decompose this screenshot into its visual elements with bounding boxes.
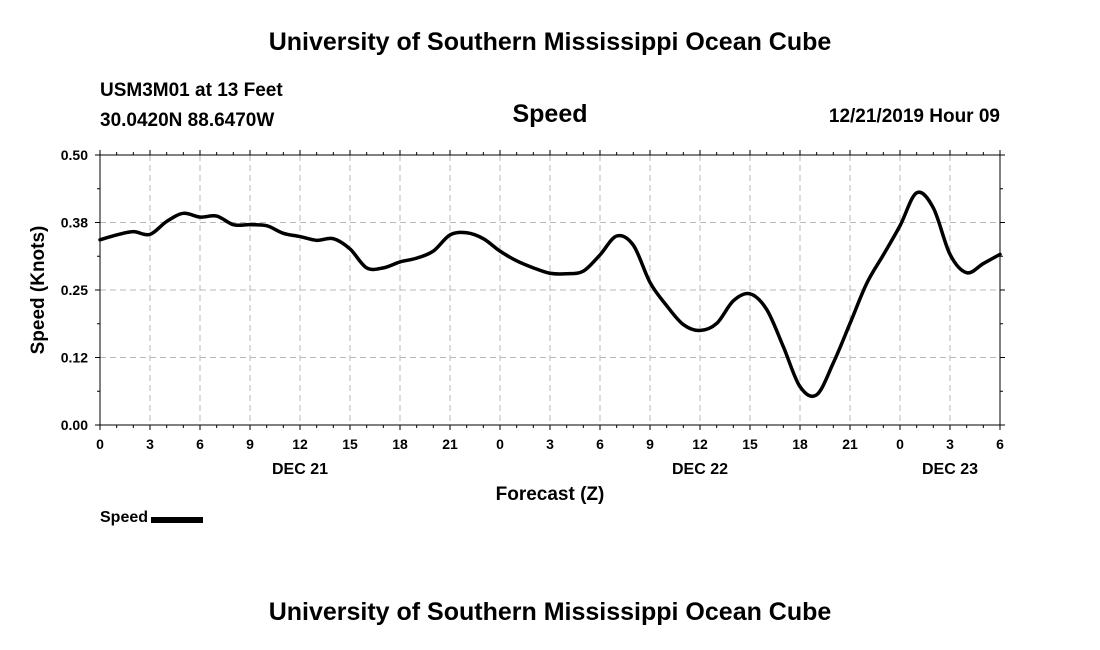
day-label: DEC 23 — [922, 461, 978, 478]
x-tick-label: 18 — [392, 436, 408, 452]
y-tick-label: 0.50 — [61, 147, 88, 163]
chart-title: Speed — [512, 100, 588, 128]
day-label: DEC 21 — [272, 461, 328, 478]
y-tick-label: 0.12 — [61, 350, 88, 366]
x-tick-label: 9 — [246, 436, 254, 452]
x-tick-label: 21 — [842, 436, 858, 452]
footer-title: University of Southern Mississippi Ocean… — [268, 598, 832, 626]
speed-series-line — [98, 190, 1002, 399]
station-info: USM3M01 at 13 Feet 30.0420N 88.6470W — [100, 76, 283, 136]
legend: Speed — [100, 509, 204, 527]
x-tick-label: 0 — [496, 436, 504, 452]
x-tick-label: 6 — [196, 436, 204, 452]
forecast-timestamp: 12/21/2019 Hour 09 — [828, 106, 1000, 127]
legend-label: Speed — [100, 509, 149, 526]
x-tick-label: 21 — [442, 436, 458, 452]
grid-lines — [100, 155, 1000, 425]
x-tick-label: 18 — [792, 436, 808, 452]
station-coordinates: 30.0420N 88.6470W — [100, 110, 275, 131]
y-tick-label: 0.25 — [61, 282, 88, 298]
x-tick-label: 3 — [546, 436, 554, 452]
station-name: USM3M01 at 13 Feet — [100, 80, 283, 101]
x-tick-label: 12 — [692, 436, 708, 452]
x-tick-label: 0 — [896, 436, 904, 452]
x-tick-label: 12 — [292, 436, 308, 452]
x-tick-label: 6 — [596, 436, 604, 452]
x-tick-label: 9 — [646, 436, 654, 452]
x-tick-label: 15 — [742, 436, 758, 452]
y-axis-title: Speed (Knots) — [28, 226, 49, 355]
axis-labels: 0.00 0.12 0.25 0.38 0.50 0 3 6 9 12 15 18 21 0 3 6 9 12 15… — [61, 147, 1004, 478]
day-label: DEC 22 — [672, 461, 728, 478]
x-tick-label: 15 — [342, 436, 358, 452]
x-tick-label: 0 — [96, 436, 104, 452]
y-tick-label: 0.38 — [61, 215, 88, 231]
x-tick-label: 3 — [946, 436, 954, 452]
x-axis-title: Forecast (Z) — [496, 484, 605, 505]
page-title: University of Southern Mississippi Ocean… — [268, 28, 832, 56]
x-tick-label: 3 — [146, 436, 154, 452]
legend-swatch — [151, 516, 204, 523]
plot-frame — [99, 154, 1001, 426]
x-tick-label: 6 — [996, 436, 1004, 452]
y-tick-label: 0.00 — [61, 417, 88, 433]
